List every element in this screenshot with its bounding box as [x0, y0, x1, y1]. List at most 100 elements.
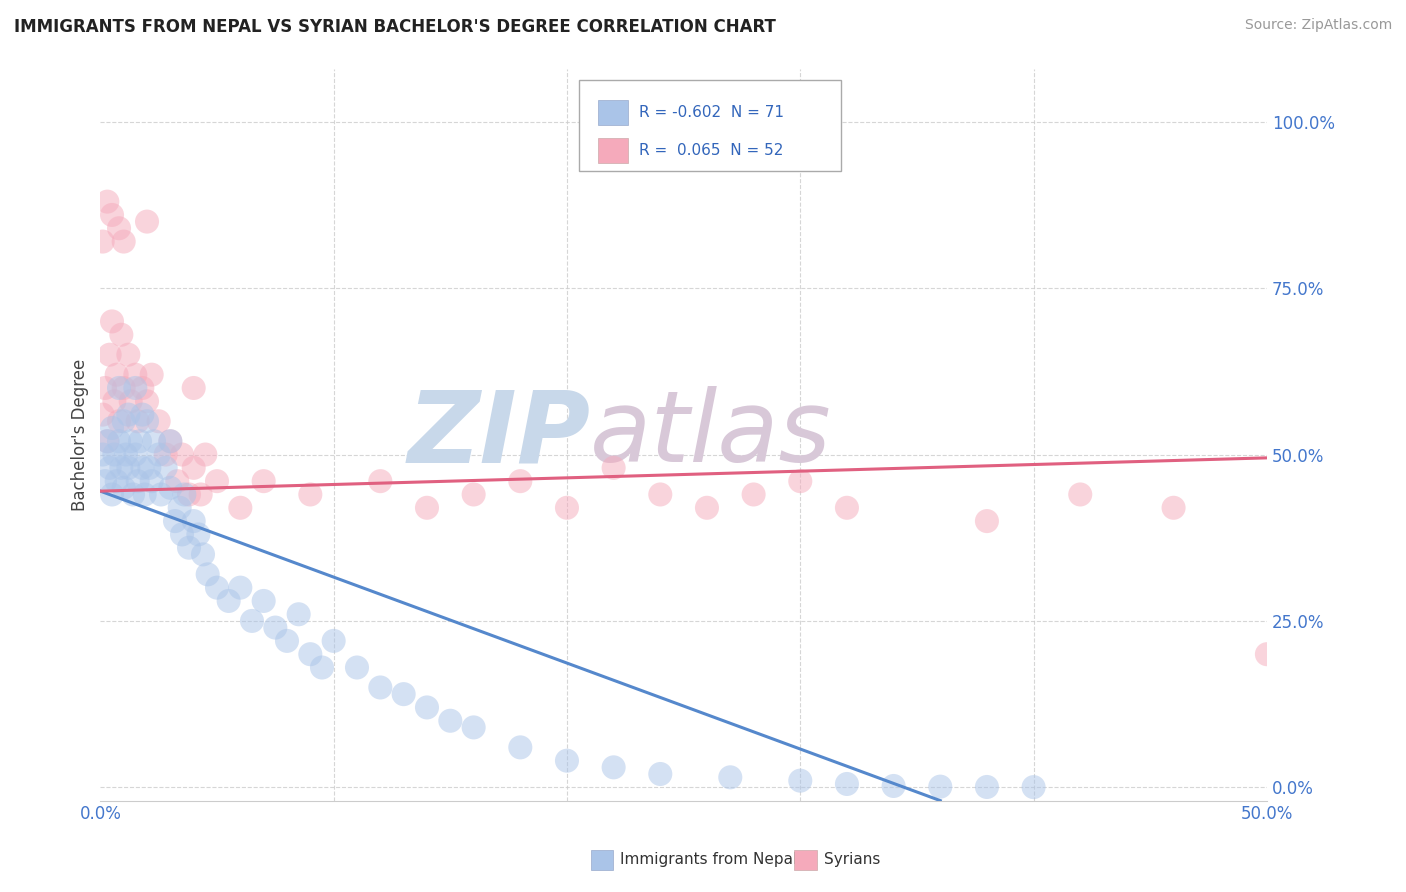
Point	[127, 474, 149, 488]
Point	[108, 434, 131, 449]
Point	[555, 754, 578, 768]
Point	[416, 500, 439, 515]
Point	[115, 448, 138, 462]
Point	[463, 487, 485, 501]
Point	[141, 474, 163, 488]
Point	[170, 448, 193, 462]
Point	[101, 487, 124, 501]
Point	[253, 594, 276, 608]
Point	[124, 368, 146, 382]
Text: atlas: atlas	[591, 386, 832, 483]
Point	[177, 487, 200, 501]
Point	[287, 607, 309, 622]
Point	[112, 381, 135, 395]
Point	[120, 394, 142, 409]
Text: R =  0.065  N = 52: R = 0.065 N = 52	[640, 143, 783, 158]
Point	[124, 448, 146, 462]
Text: ZIP: ZIP	[408, 386, 591, 483]
Point	[101, 314, 124, 328]
Point	[141, 368, 163, 382]
Point	[98, 460, 121, 475]
Point	[392, 687, 415, 701]
Point	[368, 474, 391, 488]
Point	[1022, 780, 1045, 794]
Point	[110, 327, 132, 342]
Point	[650, 487, 672, 501]
Point	[789, 773, 811, 788]
Point	[108, 414, 131, 428]
Point	[159, 434, 181, 449]
Point	[91, 448, 114, 462]
Point	[835, 500, 858, 515]
Point	[1163, 500, 1185, 515]
Text: Immigrants from Nepal: Immigrants from Nepal	[620, 853, 797, 867]
Point	[108, 381, 131, 395]
Point	[101, 208, 124, 222]
Text: Syrians: Syrians	[824, 853, 880, 867]
Point	[103, 394, 125, 409]
Point	[124, 381, 146, 395]
Point	[205, 581, 228, 595]
Point	[346, 660, 368, 674]
Point	[143, 434, 166, 449]
Text: Source: ZipAtlas.com: Source: ZipAtlas.com	[1244, 18, 1392, 32]
Point	[136, 214, 159, 228]
Point	[148, 448, 170, 462]
Point	[96, 434, 118, 449]
Point	[112, 414, 135, 428]
Text: R = -0.602  N = 71: R = -0.602 N = 71	[640, 105, 785, 120]
Point	[170, 527, 193, 541]
Point	[299, 647, 322, 661]
Y-axis label: Bachelor's Degree: Bachelor's Degree	[72, 359, 89, 511]
Point	[835, 777, 858, 791]
Point	[718, 770, 741, 784]
Point	[416, 700, 439, 714]
Point	[91, 235, 114, 249]
Point	[136, 394, 159, 409]
Point	[117, 460, 139, 475]
Point	[150, 487, 173, 501]
Point	[129, 434, 152, 449]
Point	[131, 460, 153, 475]
Point	[138, 460, 160, 475]
Point	[240, 614, 263, 628]
Point	[131, 408, 153, 422]
Point	[117, 348, 139, 362]
Point	[602, 460, 624, 475]
Point	[117, 408, 139, 422]
Point	[131, 381, 153, 395]
Point	[169, 500, 191, 515]
Point	[463, 720, 485, 734]
Point	[96, 194, 118, 209]
Point	[197, 567, 219, 582]
Point	[253, 474, 276, 488]
Point	[155, 460, 177, 475]
Point	[602, 760, 624, 774]
Point	[166, 474, 188, 488]
Point	[183, 460, 205, 475]
Point	[311, 660, 333, 674]
FancyBboxPatch shape	[579, 79, 841, 171]
Point	[136, 414, 159, 428]
Point	[101, 421, 124, 435]
Text: IMMIGRANTS FROM NEPAL VS SYRIAN BACHELOR'S DEGREE CORRELATION CHART: IMMIGRANTS FROM NEPAL VS SYRIAN BACHELOR…	[14, 18, 776, 36]
Point	[650, 767, 672, 781]
Point	[976, 780, 998, 794]
Point	[155, 448, 177, 462]
Point	[122, 487, 145, 501]
Point	[110, 460, 132, 475]
Point	[183, 514, 205, 528]
Point	[439, 714, 461, 728]
Point	[194, 448, 217, 462]
Point	[322, 633, 344, 648]
Point	[127, 414, 149, 428]
Point	[183, 381, 205, 395]
Point	[509, 740, 531, 755]
Point	[108, 221, 131, 235]
Point	[148, 414, 170, 428]
Point	[173, 487, 195, 501]
FancyBboxPatch shape	[599, 100, 627, 126]
Point	[159, 434, 181, 449]
FancyBboxPatch shape	[599, 137, 627, 163]
Point	[134, 487, 156, 501]
